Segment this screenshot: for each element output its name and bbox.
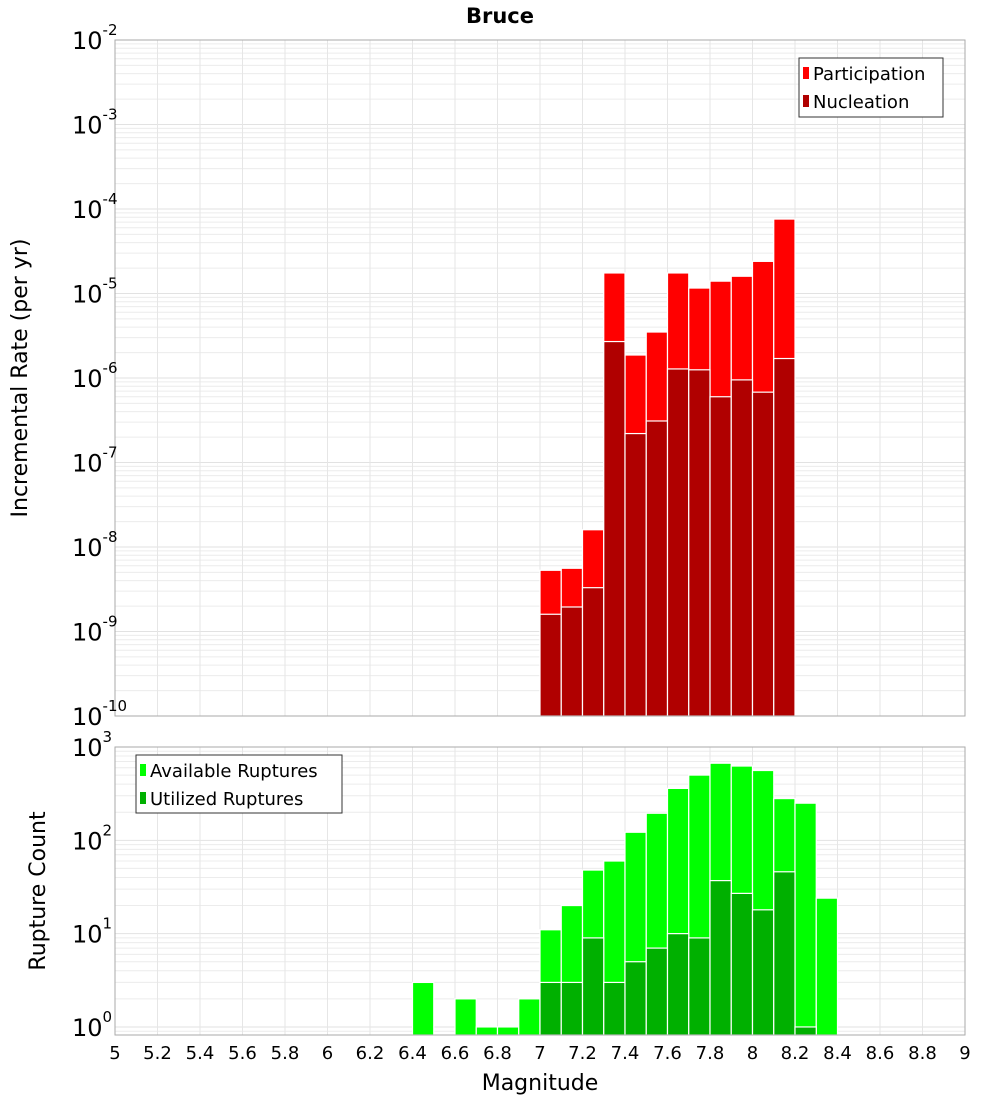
bottom-bar-utilized-ruptures [688, 937, 711, 1036]
top-bar-nucleation [666, 368, 690, 717]
bottom-y-tick-label: 102 [72, 821, 112, 855]
x-tick-label: 6.4 [398, 1043, 427, 1064]
bottom-bar-utilized-ruptures [539, 981, 562, 1036]
x-tick-label: 8.2 [781, 1043, 810, 1064]
x-tick-label: 9 [959, 1043, 970, 1064]
top-legend-swatch [803, 95, 809, 107]
bottom-bar-available-ruptures [496, 1026, 520, 1036]
top-bar-nucleation [773, 357, 796, 717]
bottom-plot-border [114, 746, 966, 1036]
bottom-y-tick-label: 101 [72, 915, 112, 949]
top-bar-nucleation [624, 432, 647, 717]
x-tick-label: 5.8 [271, 1043, 300, 1064]
top-legend-box [798, 57, 944, 118]
bottom-bar-utilized-ruptures [709, 880, 732, 1036]
top-y-tick-label: 10-3 [72, 106, 118, 140]
x-tick-label: 7.6 [653, 1043, 682, 1064]
top-y-tick-label: 10-8 [72, 528, 118, 562]
bottom-bar-utilized-ruptures [624, 961, 647, 1036]
bottom-bar-utilized-ruptures [560, 981, 584, 1036]
bottom-bar-available-ruptures [815, 897, 839, 1036]
bottom-bar-utilized-ruptures [581, 937, 605, 1036]
top-bar-nucleation [751, 391, 775, 717]
top-bar-nucleation [581, 587, 605, 717]
top-legend-label: Participation [813, 64, 925, 85]
top-bar-nucleation [730, 379, 754, 717]
top-y-tick-label: 10-5 [72, 275, 118, 309]
bottom-bar-utilized-ruptures [773, 871, 796, 1036]
top-y-tick-label: 10-6 [72, 359, 118, 393]
x-tick-label: 8.4 [823, 1043, 852, 1064]
bottom-y-tick-label: 103 [72, 728, 112, 762]
top-legend-swatch [803, 67, 809, 79]
bottom-plot: 100 101 102 103 Available Ruptures Utilized R… [72, 728, 966, 1042]
bottom-legend-box [135, 754, 343, 814]
bottom-bar-utilized-ruptures [751, 909, 775, 1036]
bottom-legend: Available Ruptures Utilized Ruptures [135, 754, 343, 814]
top-bar-nucleation [539, 613, 562, 717]
x-tick-label: 7 [534, 1043, 545, 1064]
top-plot-border [114, 39, 966, 717]
top-bar-nucleation [688, 369, 711, 717]
bottom-bar-available-ruptures [794, 802, 817, 1036]
x-tick-label: 6.8 [483, 1043, 512, 1064]
top-y-tick-label: 10-10 [72, 697, 127, 731]
top-bar-nucleation [603, 340, 626, 717]
bottom-legend-label: Available Ruptures [150, 761, 318, 782]
bottom-bar-utilized-ruptures [645, 947, 669, 1036]
x-tick-label: 5.2 [143, 1043, 172, 1064]
bottom-bar-available-ruptures [454, 998, 477, 1036]
bottom-bar-utilized-ruptures [666, 933, 690, 1036]
x-tick-label: 7.2 [568, 1043, 597, 1064]
x-tick-label: 5 [109, 1043, 120, 1064]
x-axis-label: Magnitude [482, 1071, 599, 1096]
top-y-tick-label: 10-7 [72, 444, 118, 478]
chart-title: Bruce [466, 4, 534, 28]
x-tick-label: 5.4 [186, 1043, 215, 1064]
x-tick-label: 7.8 [696, 1043, 725, 1064]
top-y-tick-label: 10-4 [72, 190, 118, 224]
x-tick-label: 6.6 [441, 1043, 470, 1064]
top-y-axis-label: Incremental Rate (per yr) [8, 239, 33, 518]
bottom-bar-available-ruptures [518, 998, 541, 1036]
x-tick-label: 7.4 [611, 1043, 640, 1064]
x-tick-label: 6.2 [356, 1043, 385, 1064]
bottom-bar-utilized-ruptures [730, 892, 754, 1036]
bottom-y-axis-label: Rupture Count [26, 811, 51, 971]
x-tick-label: 5.6 [228, 1043, 257, 1064]
bottom-bar-available-ruptures [475, 1026, 499, 1036]
top-legend: Participation Nucleation [798, 57, 944, 118]
x-tick-label: 8 [747, 1043, 758, 1064]
bottom-legend-swatch [140, 764, 146, 776]
top-legend-label: Nucleation [813, 92, 909, 113]
top-bar-nucleation [560, 606, 584, 717]
top-y-tick-label: 10-9 [72, 613, 118, 647]
top-plot: 10-10 10-9 10-8 10-7 10-6 10-5 10-4 10-3 10-2 Par… [72, 21, 966, 731]
bottom-bar-utilized-ruptures [603, 981, 626, 1036]
bottom-legend-label: Utilized Ruptures [150, 789, 303, 810]
x-tick-label: 6 [322, 1043, 333, 1064]
x-tick-label: 8.8 [908, 1043, 937, 1064]
x-tick-label: 8.6 [866, 1043, 895, 1064]
bottom-bar-utilized-ruptures [794, 1026, 817, 1036]
top-y-tick-label: 10-2 [72, 21, 118, 55]
top-bar-nucleation [709, 396, 732, 717]
bottom-legend-swatch [140, 792, 146, 804]
top-bar-nucleation [645, 420, 669, 717]
bottom-y-tick-label: 100 [72, 1008, 112, 1042]
bottom-bar-available-ruptures [411, 981, 435, 1036]
